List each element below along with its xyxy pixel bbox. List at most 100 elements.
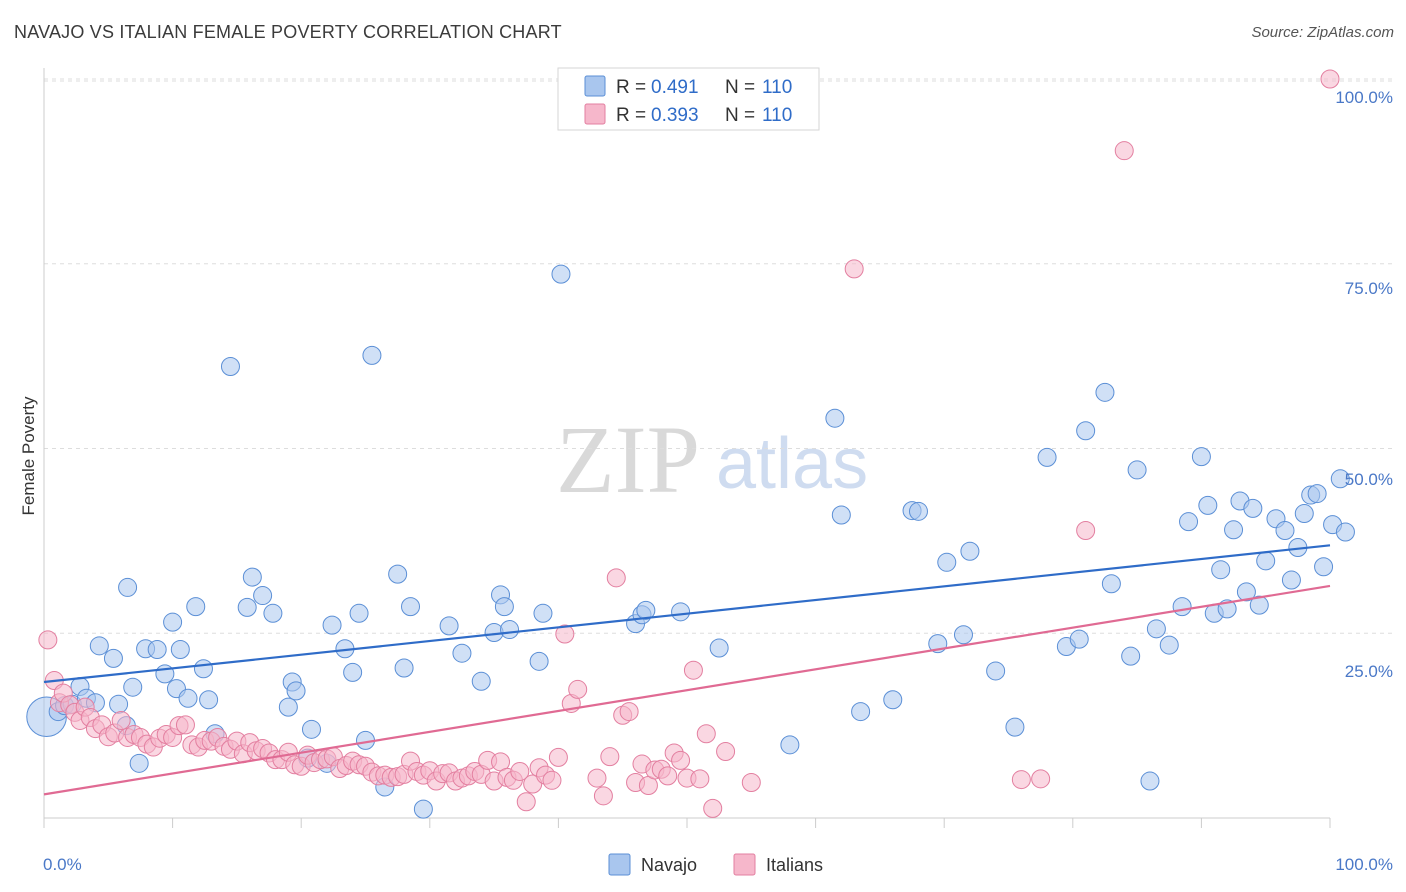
point-italians-100 [683,660,703,680]
point-navajo-73 [986,661,1006,681]
point-navajo-84 [1146,619,1166,639]
point-italians-109 [1076,521,1096,541]
point-navajo-29 [263,603,283,623]
y-tick-labels: 25.0% 50.0% 75.0% 100.0% [1335,88,1393,681]
point-navajo-25 [220,356,240,376]
point-navajo-100 [1275,521,1295,541]
watermark-atlas: atlas [716,424,868,504]
point-navajo-22 [193,659,213,679]
legend-n-value-italians: 110 [762,105,792,126]
legend-r-value-navajo: 0.491 [651,77,699,98]
trend-line-italians [43,584,1331,796]
point-italians-108 [1031,769,1051,789]
point-navajo-54 [529,651,549,671]
point-italians-87 [600,747,620,767]
source-label: Source: ZipAtlas.com [1251,24,1394,41]
point-navajo-82 [1127,460,1147,480]
point-italians-84 [568,679,588,699]
legend-r-label-navajo: R = [616,77,646,98]
legend-swatch-italians [584,103,606,125]
point-navajo-61 [709,638,729,658]
point-italians-75 [510,761,530,781]
point-navajo-81 [1121,646,1141,666]
point-italians-96 [658,766,678,786]
bottom-legend-label-italians: Italians [766,855,823,875]
point-navajo-39 [349,603,369,623]
point-italians-103 [703,798,723,818]
point-navajo-62 [780,735,800,755]
point-italians-105 [741,773,761,793]
point-italians-82 [555,624,575,644]
x-tick-label-0: 0.0% [43,855,82,874]
trend-lines [43,544,1331,796]
bottom-legend: Navajo Italians [608,853,823,876]
point-navajo-71 [953,625,973,645]
point-italians-85 [587,768,607,788]
point-navajo-63 [825,408,845,428]
point-navajo-23 [199,690,219,710]
point-navajo-49 [471,671,491,691]
legend-r-value-italians: 0.393 [651,105,699,126]
point-navajo-21 [186,597,206,617]
point-navajo-85 [1159,635,1179,655]
point-navajo-36 [322,615,342,635]
point-italians-81 [548,747,568,767]
legend-n-label-italians: N = [725,105,755,126]
legend-r-label-italians: R = [616,105,646,126]
point-italians-101 [690,769,710,789]
axes [43,68,1331,828]
point-navajo-106 [1314,557,1334,577]
point-navajo-101 [1281,570,1301,590]
point-navajo-108 [1330,469,1350,489]
point-navajo-96 [1243,498,1263,518]
legend: R = 0.491 N = 110 R = 0.393 N = 110 [557,67,820,131]
point-navajo-34 [301,719,321,739]
point-navajo-27 [242,567,262,587]
point-italians-107 [1011,770,1031,790]
point-italians-110 [1114,141,1134,161]
point-navajo-89 [1198,495,1218,515]
point-navajo-26 [237,597,257,617]
point-navajo-79 [1095,382,1115,402]
point-navajo-64 [831,505,851,525]
point-navajo-105 [1307,484,1327,504]
point-italians-102 [696,724,716,744]
bottom-legend-label-navajo: Navajo [641,855,697,875]
gridlines [44,78,1396,634]
point-navajo-86 [1172,597,1192,617]
x-tick-label-100: 100.0% [1335,855,1393,874]
point-navajo-91 [1211,560,1231,580]
point-navajo-56 [551,264,571,284]
point-navajo-44 [394,658,414,678]
point-italians-111 [1320,69,1340,89]
y-tick-label-100: 100.0% [1335,88,1393,107]
y-tick-label-25: 25.0% [1345,662,1393,681]
point-navajo-8 [103,648,123,668]
point-navajo-103 [1294,504,1314,524]
point-navajo-52 [494,597,514,617]
watermark-zip: ZIP [556,406,700,513]
point-navajo-17 [163,612,183,632]
point-navajo-12 [123,677,143,697]
y-tick-label-75: 75.0% [1345,279,1393,298]
point-navajo-47 [439,616,459,636]
point-navajo-72 [960,541,980,561]
point-navajo-80 [1101,574,1121,594]
point-navajo-11 [118,577,138,597]
point-navajo-88 [1191,447,1211,467]
point-navajo-75 [1037,447,1057,467]
point-italians-98 [671,750,691,770]
point-navajo-66 [883,690,903,710]
data-points [26,69,1355,819]
point-navajo-30 [278,697,298,717]
point-navajo-45 [401,597,421,617]
point-navajo-15 [147,640,167,660]
point-italians-0 [38,630,58,650]
point-navajo-98 [1256,551,1276,571]
point-navajo-46 [413,799,433,819]
point-navajo-83 [1140,771,1160,791]
point-italians-88 [606,568,626,588]
point-navajo-109 [1335,522,1355,542]
point-italians-23 [175,715,195,735]
point-navajo-20 [178,688,198,708]
